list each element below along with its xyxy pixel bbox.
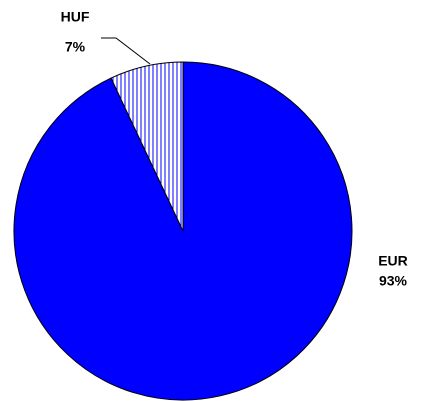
slice-value-label: 7% [65,39,86,55]
pie-slice [13,61,353,401]
slice-category: HUF [61,9,90,25]
leader-line [101,37,151,65]
pie-slice [110,61,184,232]
slice-category: EUR [378,253,408,269]
slice-value-label: 93% [379,273,408,289]
